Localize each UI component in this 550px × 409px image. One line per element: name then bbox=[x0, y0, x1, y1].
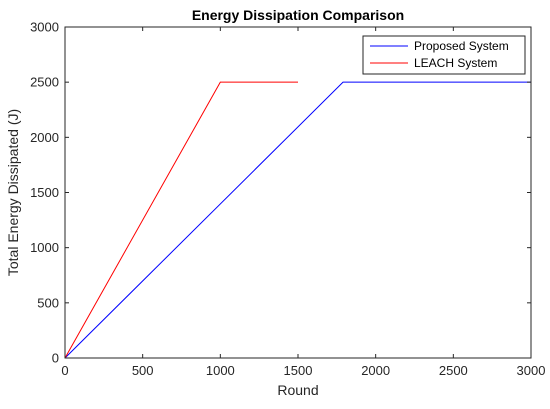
legend-label-2: LEACH System bbox=[414, 56, 497, 70]
y-tick-label: 1500 bbox=[30, 185, 59, 200]
y-tick-label: 500 bbox=[37, 295, 59, 310]
y-tick-label: 2000 bbox=[30, 130, 59, 145]
chart-title: Energy Dissipation Comparison bbox=[192, 7, 404, 23]
legend: Proposed System LEACH System bbox=[362, 35, 526, 75]
y-tick-label: 1000 bbox=[30, 240, 59, 255]
x-tick-label: 2000 bbox=[361, 363, 390, 378]
series-layer bbox=[64, 81, 531, 359]
plot-background bbox=[65, 27, 531, 358]
y-tick-label: 3000 bbox=[30, 20, 59, 35]
y-axis-label: Total Energy Dissipated (J) bbox=[5, 109, 21, 276]
y-tick-label: 0 bbox=[52, 351, 59, 366]
legend-box bbox=[362, 35, 526, 75]
x-tick-label: 1000 bbox=[206, 363, 235, 378]
x-tick-label: 500 bbox=[132, 363, 154, 378]
series-line-2 bbox=[64, 81, 298, 359]
x-tick-label: 0 bbox=[61, 363, 68, 378]
legend-label-1: Proposed System bbox=[414, 39, 509, 53]
axes-layer: 0 500 1000 1500 2000 2500 3000 0 500 1000 1500 2000… bbox=[30, 20, 545, 379]
series-line-1 bbox=[64, 81, 531, 359]
x-tick-label: 3000 bbox=[517, 363, 546, 378]
x-axis-label: Round bbox=[277, 382, 318, 398]
x-tick-label: 1500 bbox=[284, 363, 313, 378]
x-tick-label: 2500 bbox=[439, 363, 468, 378]
y-tick-label: 2500 bbox=[30, 75, 59, 90]
